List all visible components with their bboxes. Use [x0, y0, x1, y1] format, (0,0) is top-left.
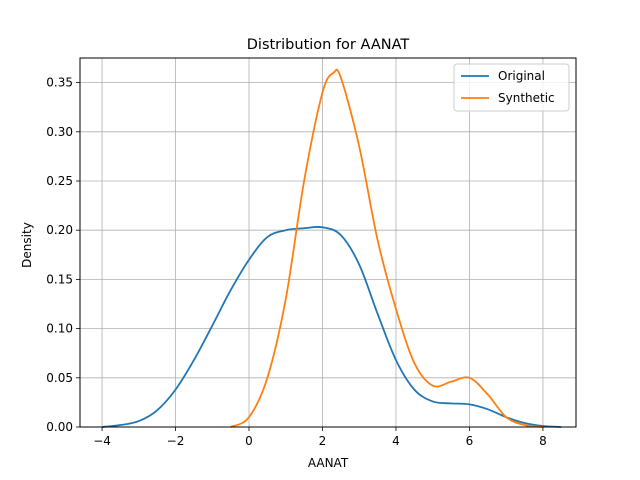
x-tick-label: −4 [93, 434, 111, 448]
y-tick-label: 0.15 [46, 272, 73, 286]
grid [80, 58, 576, 428]
y-tick-label: 0.35 [46, 76, 73, 90]
x-tick-label: 8 [539, 434, 547, 448]
x-tick-label: −2 [167, 434, 185, 448]
x-tick-label: 4 [392, 434, 400, 448]
y-tick-label: 0.10 [46, 322, 73, 336]
series-line-original [101, 225, 562, 428]
y-tick-label: 0.25 [46, 174, 73, 188]
legend: Original Synthetic [453, 63, 570, 112]
y-tick-label: 0.00 [46, 420, 73, 434]
y-axis-ticks: 0.00 0.05 0.10 0.15 0.20 0.25 0.30 0.35 [46, 76, 80, 434]
plot-frame [79, 57, 577, 428]
series-layer [101, 68, 562, 428]
legend-label-original: Original [498, 69, 545, 83]
x-axis-ticks: −4 −2 0 2 4 6 8 [93, 427, 547, 448]
y-tick-label: 0.20 [46, 223, 73, 237]
series-line-synthetic [230, 68, 544, 428]
x-axis-label: AANAT [308, 456, 349, 470]
x-tick-label: 2 [319, 434, 327, 448]
chart-title: Distribution for AANAT [247, 37, 410, 53]
y-axis-label: Density [20, 222, 34, 268]
y-tick-label: 0.05 [46, 371, 73, 385]
y-tick-label: 0.30 [46, 125, 73, 139]
x-tick-label: 6 [466, 434, 474, 448]
x-tick-label: 0 [245, 434, 253, 448]
legend-label-synthetic: Synthetic [498, 91, 555, 105]
